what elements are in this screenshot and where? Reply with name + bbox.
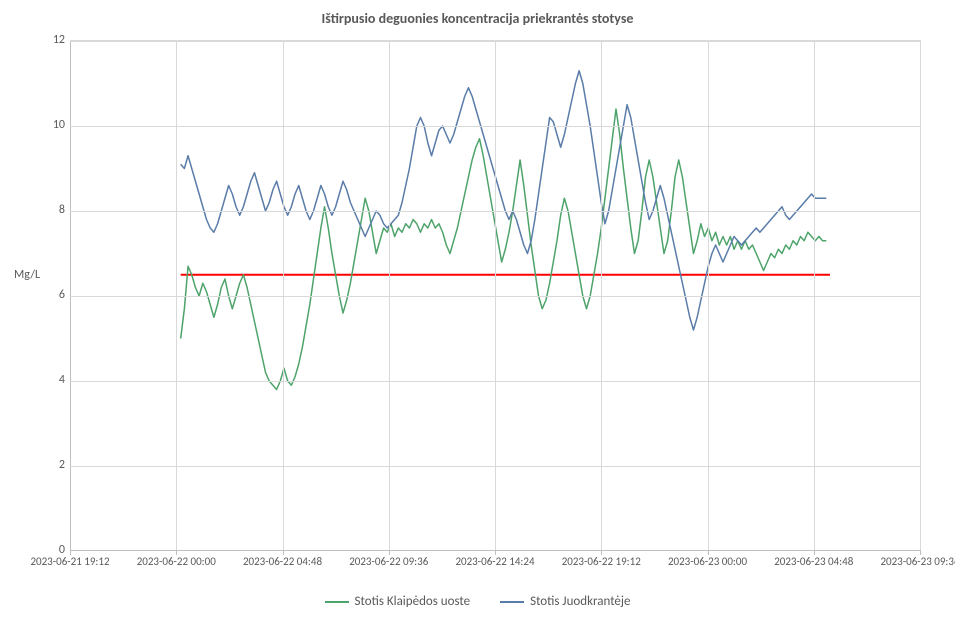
chart-title: Ištirpusio deguonies koncentracija priek… — [0, 10, 955, 27]
x-tick-label: 2023-06-23 09:36 — [880, 555, 955, 568]
gridline-v — [601, 41, 602, 551]
x-tick-label: 2023-06-21 19:12 — [30, 555, 109, 568]
gridline-v — [176, 41, 177, 551]
x-tick-label: 2023-06-22 09:36 — [349, 555, 428, 568]
series-line — [181, 109, 827, 390]
legend-swatch — [325, 601, 349, 603]
x-tick-label: 2023-06-22 14:24 — [455, 555, 534, 568]
legend-swatch — [500, 601, 524, 603]
y-tick-label: 12 — [25, 33, 65, 47]
y-tick-label: 10 — [25, 118, 65, 132]
y-tick-label: 4 — [25, 373, 65, 387]
gridline-v — [495, 41, 496, 551]
legend: Stotis Klaipėdos uoste Stotis Juodkrantėj… — [0, 594, 955, 609]
gridline-v — [814, 41, 815, 551]
series-line — [181, 71, 827, 330]
gridline-v — [708, 41, 709, 551]
legend-item: Stotis Juodkrantėje — [500, 594, 630, 609]
y-tick-label: 8 — [25, 203, 65, 217]
gridline-v — [389, 41, 390, 551]
legend-item: Stotis Klaipėdos uoste — [325, 594, 471, 609]
x-tick-label: 2023-06-22 00:00 — [137, 555, 216, 568]
x-tick-label: 2023-06-23 00:00 — [668, 555, 747, 568]
chart-container: Ištirpusio deguonies koncentracija priek… — [0, 0, 955, 621]
x-tick-label: 2023-06-22 04:48 — [243, 555, 322, 568]
y-tick-label: 2 — [25, 458, 65, 472]
x-tick-label: 2023-06-23 04:48 — [774, 555, 853, 568]
x-tick-label: 2023-06-22 19:12 — [562, 555, 641, 568]
y-tick-label: 6 — [25, 288, 65, 302]
legend-label: Stotis Juodkrantėje — [530, 594, 630, 609]
legend-label: Stotis Klaipėdos uoste — [355, 594, 471, 609]
gridline-v — [283, 41, 284, 551]
y-axis-label: Mg/L — [14, 268, 40, 282]
plot-area — [70, 40, 921, 551]
